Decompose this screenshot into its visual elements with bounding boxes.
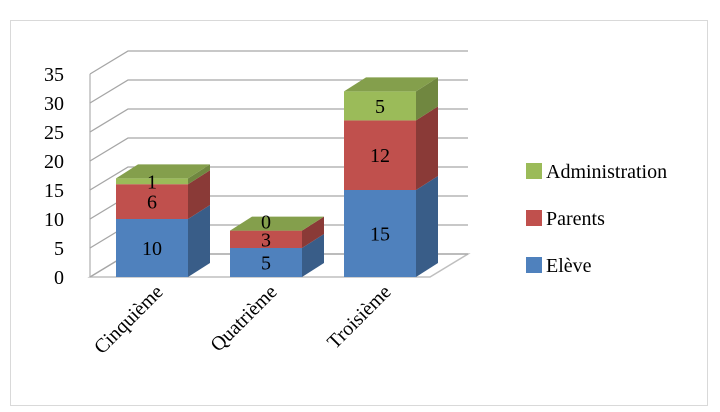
bar [116, 184, 188, 219]
data-label: 6 [147, 192, 157, 214]
data-label: 5 [375, 96, 385, 118]
legend-swatch [526, 163, 542, 179]
y-tick-label: 10 [44, 209, 64, 231]
y-tick-label: 30 [44, 93, 64, 115]
data-label: 0 [261, 212, 271, 234]
y-tick-label: 15 [44, 180, 64, 202]
bar-side [302, 216, 324, 248]
legend-label: Parents [546, 208, 605, 230]
gridline [89, 79, 468, 104]
bar-side [416, 77, 438, 121]
data-label: 10 [142, 238, 162, 260]
y-tick-label: 0 [54, 267, 64, 289]
x-tick-label: Cinquième [90, 281, 168, 359]
y-tick-label: 20 [44, 151, 64, 173]
y-tick-label: 35 [44, 64, 64, 86]
data-label: 5 [261, 253, 271, 275]
x-tick-label: Troisième [323, 281, 395, 353]
bar-top [344, 77, 438, 92]
bar-top [230, 216, 324, 231]
bar [230, 248, 302, 277]
bar-side [416, 106, 438, 190]
legend-swatch [526, 210, 542, 226]
data-label: 1 [147, 171, 157, 193]
bar [230, 230, 302, 248]
x-tick-label: Quatrième [206, 281, 281, 356]
bar [344, 91, 416, 121]
bar-side [188, 170, 210, 219]
bar-side [188, 205, 210, 277]
legend-label: Administration [546, 161, 667, 183]
bar [344, 190, 416, 277]
x-axis: Cinquième Quatrième Troisième [90, 281, 396, 359]
data-label: 15 [370, 224, 390, 246]
bar [116, 219, 188, 277]
bar-side [416, 176, 438, 277]
data-label: 12 [370, 145, 390, 167]
bar [344, 120, 416, 190]
bar-side [188, 164, 210, 185]
y-tick-label: 25 [44, 122, 64, 144]
data-label: 3 [261, 229, 271, 251]
legend: Administration Parents Elève [526, 161, 667, 277]
legend-swatch [526, 257, 542, 273]
legend-label: Elève [546, 255, 592, 277]
bar [116, 178, 188, 185]
y-axis: 0 5 10 15 20 25 30 35 [44, 64, 64, 289]
bar-side [302, 234, 324, 277]
gridline [89, 50, 468, 75]
y-tick-label: 5 [54, 238, 64, 260]
bar-top [116, 164, 210, 179]
